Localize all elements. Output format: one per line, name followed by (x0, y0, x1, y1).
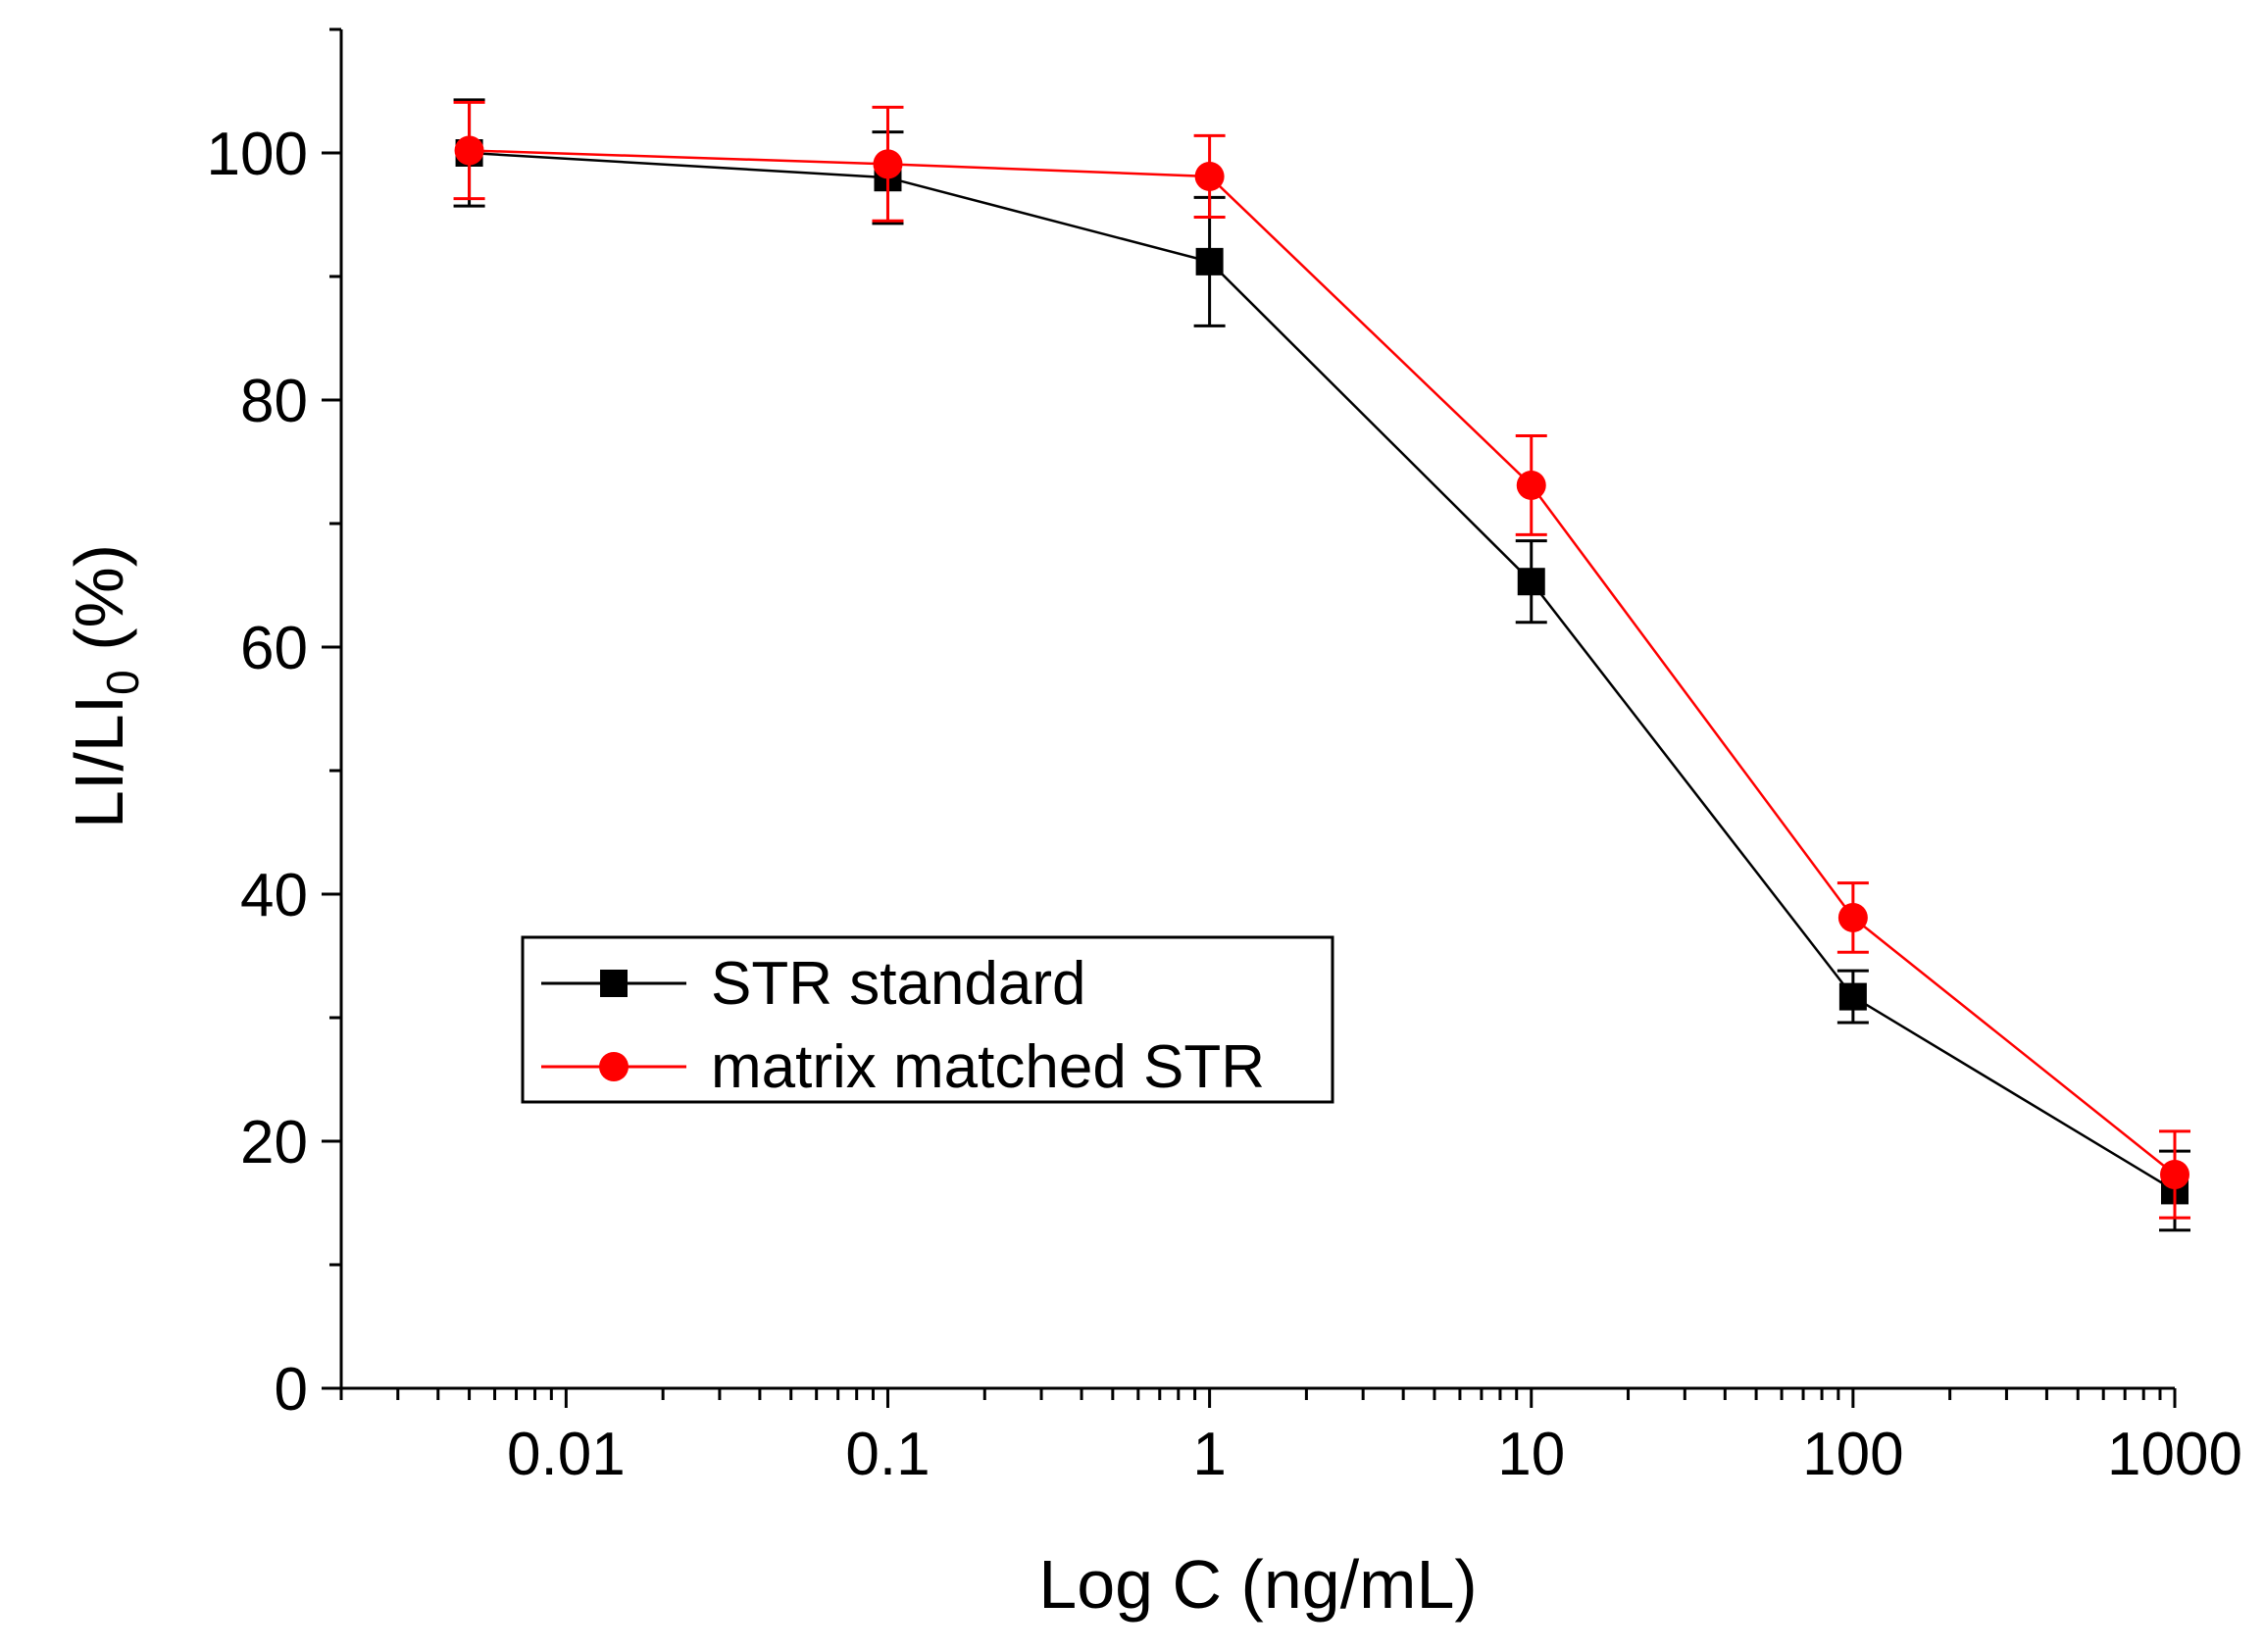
y-tick-label: 60 (240, 615, 308, 682)
data-point (1195, 247, 1224, 275)
data-point (1194, 161, 1225, 191)
data-point (1516, 470, 1546, 500)
ticks (322, 27, 2177, 1408)
x-tick-label: 1 (1192, 1421, 1226, 1488)
legend-box (521, 935, 1334, 1104)
legend-marker-matrix-matched (599, 1052, 629, 1081)
legend-label-str-standard: STR standard (711, 950, 1086, 1018)
y-axis-title-suffix: (%) (61, 544, 137, 670)
x-tick-label: 1000 (2107, 1421, 2242, 1488)
y-tick-label: 100 (207, 121, 308, 188)
legend: STR standard matrix matched STR (521, 935, 1334, 1104)
data-point (2160, 1160, 2189, 1190)
x-tick-label: 10 (1497, 1421, 1565, 1488)
x-tick-label: 0.01 (507, 1421, 626, 1488)
x-tick-label: 100 (1802, 1421, 1903, 1488)
y-tick-label: 40 (240, 862, 308, 929)
x-axis-title: Log C (ng/mL) (1038, 1546, 1477, 1623)
y-tick-label: 80 (240, 368, 308, 435)
y-axis-title-subscript: 0 (97, 670, 148, 695)
data-point (454, 135, 484, 166)
series-line (469, 151, 2176, 1192)
y-axis-title: LI/LI0 (%) (61, 544, 148, 828)
data-point (1838, 982, 1867, 1011)
data-point (1517, 568, 1545, 596)
legend-marker-str-standard (600, 970, 628, 997)
y-axis-title-main: LI/LI (61, 695, 137, 828)
series-matrix-matched-str (453, 100, 2190, 1220)
axes (339, 29, 2175, 1390)
data-point (1837, 902, 1868, 932)
tick-labels: 0 20 40 60 80 100 0.01 0.1 1 10 100 1000 (207, 121, 2242, 1488)
series-layer (453, 98, 2190, 1232)
data-point (873, 149, 903, 179)
legend-label-matrix-matched: matrix matched STR (711, 1033, 1265, 1101)
y-tick-label: 20 (240, 1109, 308, 1176)
y-tick-label: 0 (275, 1356, 308, 1424)
x-tick-label: 0.1 (845, 1421, 930, 1488)
series-line (469, 149, 2176, 1176)
